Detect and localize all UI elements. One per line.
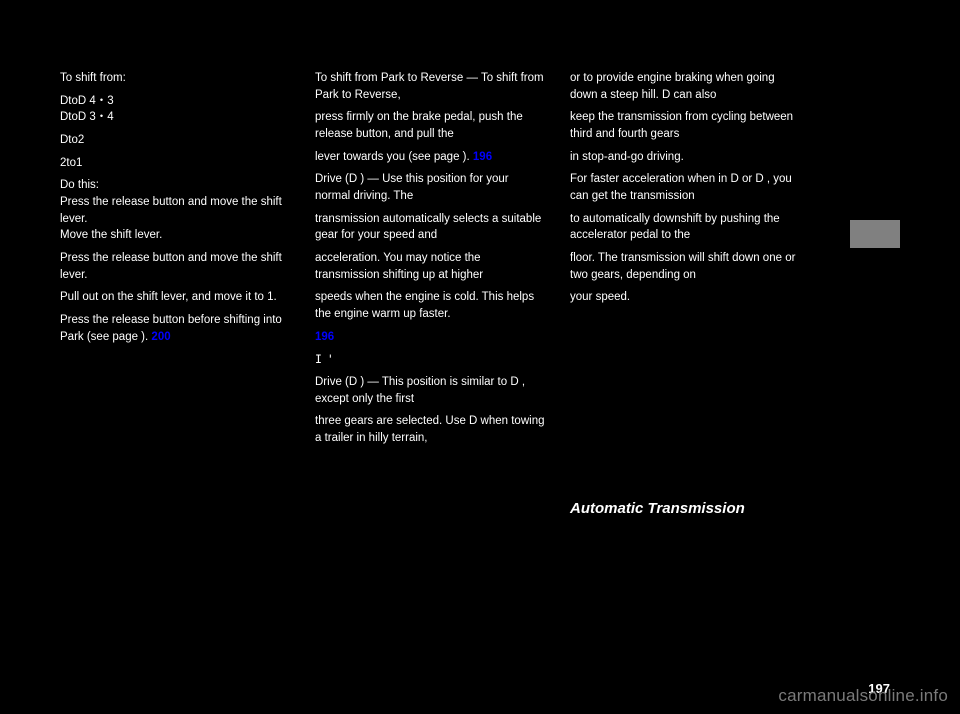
left-column: To shift from: DtoD 4・3 DtoD 3・4 Dto2 2t…	[60, 70, 290, 351]
watermark: carmanualsonline.info	[778, 686, 948, 706]
section-title: Automatic Transmission	[570, 500, 745, 517]
text: keep the transmission from cycling betwe…	[570, 109, 800, 142]
middle-column: To shift from Park to Reverse — To shift…	[315, 70, 545, 453]
text: lever towards you (see page ). 196	[315, 149, 545, 166]
text: Pull out on the shift lever, and move it…	[60, 289, 290, 306]
text: to automatically downshift by pushing th…	[570, 211, 800, 244]
section-tab	[850, 220, 900, 248]
text: Dto2	[60, 132, 290, 149]
text: or to provide engine braking when going …	[570, 70, 800, 103]
manual-page: To shift from: DtoD 4・3 DtoD 3・4 Dto2 2t…	[60, 20, 900, 674]
text: Do this: Press the release button and mo…	[60, 177, 290, 244]
text: three gears are selected. Use D when tow…	[315, 413, 545, 446]
right-column: or to provide engine braking when going …	[570, 70, 800, 312]
glyph-marker: I '	[315, 351, 545, 368]
text: Press the release button before shifting…	[60, 312, 290, 345]
text: your speed.	[570, 289, 800, 306]
text: Drive (D ) — Use this position for your …	[315, 171, 545, 204]
text: Press the release button and move the sh…	[60, 250, 290, 283]
text: floor. The transmission will shift down …	[570, 250, 800, 283]
text: transmission automatically selects a sui…	[315, 211, 545, 244]
text: 196	[315, 329, 545, 346]
text: For faster acceleration when in D or D ,…	[570, 171, 800, 204]
text: speeds when the engine is cold. This hel…	[315, 289, 545, 322]
page-reference: 196	[473, 151, 492, 163]
text: press firmly on the brake pedal, push th…	[315, 109, 545, 142]
text: To shift from:	[60, 70, 290, 87]
text: 2to1	[60, 155, 290, 172]
page-reference: 196	[315, 331, 334, 343]
text: DtoD 4・3 DtoD 3・4	[60, 93, 290, 126]
text: in stop-and-go driving.	[570, 149, 800, 166]
text: Drive (D ) — This position is similar to…	[315, 374, 545, 407]
text: To shift from Park to Reverse — To shift…	[315, 70, 545, 103]
page-reference: 200	[151, 331, 170, 343]
text: acceleration. You may notice the transmi…	[315, 250, 545, 283]
